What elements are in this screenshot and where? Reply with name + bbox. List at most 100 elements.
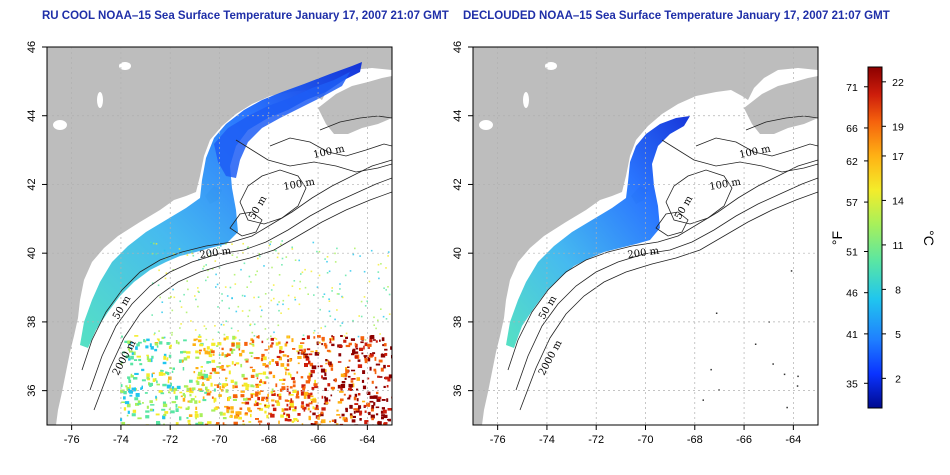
- sst-pixel: [258, 383, 262, 386]
- sst-pixel: [272, 390, 276, 392]
- sst-pixel: [181, 359, 184, 363]
- sst-pixel: [257, 407, 261, 410]
- left-map-title: RU COOL NOAA–15 Sea Surface Temperature …: [42, 10, 449, 22]
- sst-pixel: [264, 410, 267, 414]
- sst-pixel: [305, 357, 310, 361]
- sst-pixel: [156, 421, 161, 425]
- sst-pixel: [261, 398, 265, 402]
- sst-pixel: [194, 395, 197, 398]
- sst-pixel: [122, 351, 126, 354]
- sst-pixel: [213, 407, 218, 411]
- sst-pixel: [352, 319, 354, 322]
- sst-pixel: [175, 340, 178, 344]
- sst-pixel: [261, 340, 264, 344]
- sst-pixel: [207, 276, 209, 278]
- sst-pixel: [238, 346, 241, 351]
- sst-pixel: [205, 264, 207, 266]
- sst-pixel: [170, 295, 172, 298]
- sst-pixel: [390, 346, 392, 350]
- sst-pixel: [185, 311, 188, 314]
- sst-pixel: [375, 327, 377, 330]
- sst-pixel: [156, 338, 159, 340]
- sst-pixel: [312, 399, 317, 403]
- sst-pixel: [310, 350, 314, 353]
- sst-pixel: [126, 414, 129, 417]
- sst-pixel: [219, 411, 223, 416]
- sst-pixel: [293, 418, 296, 422]
- sst-pixel: [171, 386, 175, 389]
- sst-pixel: [373, 368, 377, 372]
- sst-pixel: [202, 267, 204, 270]
- sst-pixel: [173, 390, 176, 394]
- left-x-tick-label: -74: [113, 434, 129, 446]
- sst-pixel: [388, 293, 391, 296]
- sst-pixel: [351, 369, 356, 372]
- sst-pixel: [249, 324, 251, 327]
- sst-pixel: [296, 391, 299, 395]
- sst-pixel: [177, 341, 180, 345]
- sst-pixel: [146, 405, 149, 409]
- sst-pixel: [197, 305, 199, 308]
- sst-pixel: [216, 345, 219, 347]
- sst-pixel: [351, 389, 353, 391]
- sst-pixel: [173, 253, 175, 255]
- sst-pixel: [258, 408, 264, 411]
- sst-pixel: [308, 372, 312, 376]
- sst-pixel: [363, 404, 367, 407]
- sst-pixel: [796, 385, 799, 387]
- sst-pixel: [203, 265, 205, 268]
- sst-pixel: [377, 375, 380, 378]
- sst-pixel: [310, 392, 313, 396]
- sst-pixel: [253, 335, 256, 337]
- sst-pixel: [254, 274, 257, 276]
- sst-pixel: [163, 413, 167, 417]
- sst-pixel: [151, 373, 153, 378]
- sst-pixel: [222, 417, 227, 420]
- sst-pixel: [367, 404, 370, 407]
- sst-pixel: [187, 419, 191, 423]
- sst-pixel: [207, 269, 209, 272]
- sst-pixel: [210, 350, 215, 354]
- sst-pixel: [278, 341, 281, 345]
- sst-pixel: [195, 356, 200, 359]
- sst-pixel: [260, 379, 262, 382]
- sst-pixel: [163, 249, 166, 252]
- sst-pixel: [159, 296, 161, 299]
- sst-pixel: [387, 365, 390, 367]
- sst-pixel: [348, 383, 353, 388]
- sst-pixel: [208, 375, 212, 379]
- sst-pixel: [374, 356, 377, 361]
- sst-pixel: [195, 417, 197, 420]
- sst-pixel: [258, 253, 260, 255]
- sst-pixel: [235, 362, 240, 365]
- left-land-nova-scotia: [318, 76, 392, 134]
- sst-pixel: [329, 420, 331, 423]
- sst-pixel: [231, 243, 233, 245]
- sst-pixel: [217, 306, 219, 308]
- sst-pixel: [349, 413, 353, 417]
- sst-pixel: [355, 408, 359, 411]
- sst-pixel: [244, 358, 248, 361]
- sst-pixel: [297, 351, 300, 355]
- sst-pixel: [168, 408, 171, 411]
- sst-pixel: [257, 403, 262, 405]
- sst-pixel: [240, 363, 243, 368]
- sst-pixel: [183, 357, 188, 361]
- left-x-tick-label: -70: [212, 434, 228, 446]
- sst-pixel: [251, 339, 255, 344]
- sst-pixel: [314, 379, 316, 384]
- sst-pixel: [168, 376, 172, 380]
- sst-pixel: [131, 413, 136, 417]
- sst-pixel: [134, 359, 138, 361]
- sst-pixel: [343, 393, 346, 396]
- sst-pixel: [300, 342, 305, 344]
- sst-pixel: [129, 350, 133, 353]
- sst-pixel: [271, 393, 276, 396]
- sst-pixel: [226, 295, 229, 297]
- sst-pixel: [155, 243, 158, 245]
- sst-pixel: [270, 337, 274, 341]
- sst-pixel: [347, 375, 351, 378]
- sst-pixel: [154, 342, 159, 346]
- sst-pixel: [356, 377, 360, 381]
- sst-pixel: [189, 394, 192, 397]
